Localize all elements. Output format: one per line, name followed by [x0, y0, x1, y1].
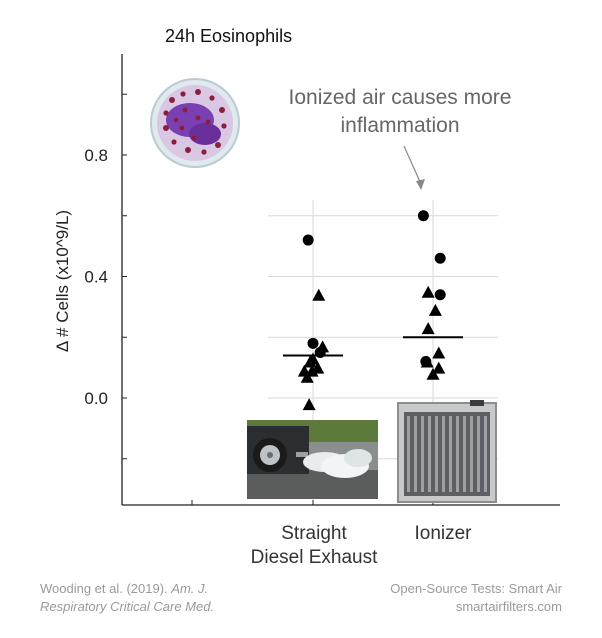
- eosinophil-cell-image: [150, 78, 240, 168]
- citation: Wooding et al. (2019). Am. J. Respirator…: [40, 580, 214, 616]
- data-point-triangle: [302, 398, 316, 411]
- data-point-triangle: [303, 355, 317, 368]
- data-point-circle: [434, 289, 446, 301]
- y-tick-label: 0.4: [84, 268, 108, 287]
- citation-journal-1: Am. J.: [171, 581, 209, 596]
- data-point-triangle: [428, 303, 442, 316]
- data-point-triangle: [421, 285, 435, 298]
- data-point-circle: [307, 337, 319, 349]
- annotation-arrow: [403, 145, 425, 190]
- ionizer-photo: [397, 400, 497, 503]
- citation-authors: Wooding et al. (2019).: [40, 581, 168, 596]
- chart-title: 24h Eosinophils: [165, 26, 293, 46]
- category-label-ionizer-line-1: Ionizer: [414, 523, 472, 544]
- data-point-triangle: [312, 288, 326, 301]
- data-point-circle: [302, 234, 314, 246]
- source-credit: Open-Source Tests: Smart Air smartairfil…: [390, 580, 562, 616]
- source-credit-line-2: smartairfilters.com: [455, 599, 562, 614]
- data-point-triangle: [432, 361, 446, 374]
- data-point-circle: [434, 252, 446, 264]
- category-label-diesel-line-1: Straight: [281, 523, 347, 544]
- data-point-triangle: [426, 367, 440, 380]
- annotation: Ionized air causes more inflammation: [250, 84, 550, 140]
- category-label-ionizer: Ionizer: [383, 522, 503, 546]
- data-point-triangle: [421, 322, 435, 335]
- y-axis-label: Δ # Cells (x10^9/L): [53, 210, 72, 352]
- citation-journal-2: Respiratory Critical Care Med.: [40, 599, 215, 614]
- source-credit-line-1: Open-Source Tests: Smart Air: [390, 581, 562, 596]
- data-point-triangle: [420, 355, 434, 368]
- data-point-circle: [417, 210, 429, 222]
- data-point-triangle: [316, 340, 330, 353]
- data-point-triangle: [432, 346, 446, 359]
- data-point-triangle: [300, 370, 314, 383]
- y-tick-label: 0.0: [84, 389, 108, 408]
- annotation-line-2: inflammation: [340, 114, 460, 137]
- y-tick-label: 0.8: [84, 146, 108, 165]
- category-label-diesel-line-2: Diesel Exhaust: [250, 547, 378, 568]
- annotation-line-1: Ionized air causes more: [288, 86, 512, 109]
- diesel-exhaust-photo: [247, 420, 378, 499]
- category-label-diesel: Straight Diesel Exhaust: [244, 522, 384, 570]
